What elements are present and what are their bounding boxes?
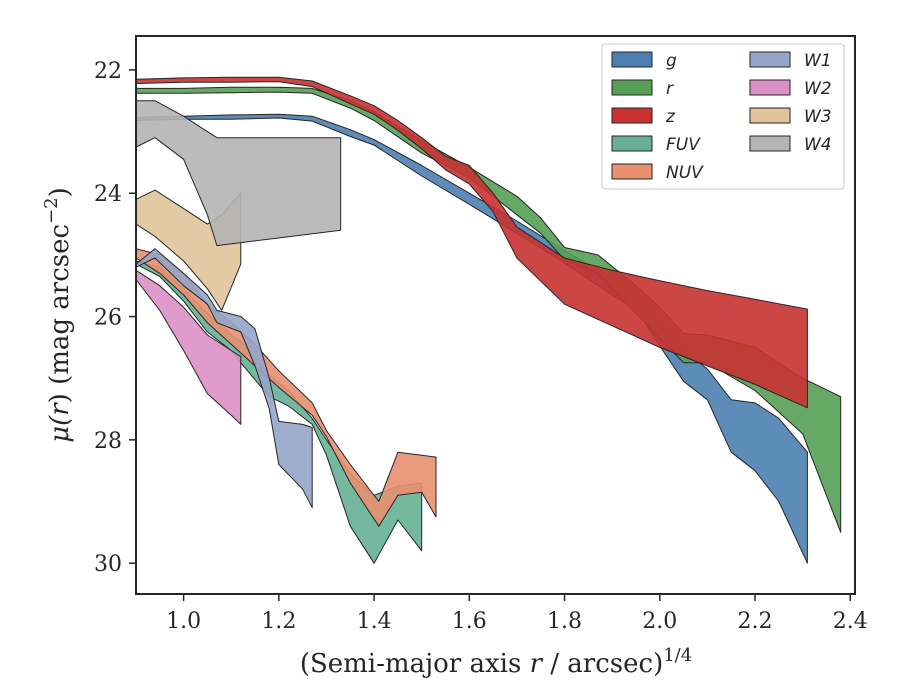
- legend-label-g: g: [666, 51, 677, 71]
- y-tick-label: 22: [94, 59, 122, 84]
- y-axis-ticks: 22 24 26 28 30: [94, 59, 136, 577]
- y-tick-label: 30: [94, 552, 122, 577]
- legend-swatch-w3: [749, 107, 791, 124]
- x-tick-label: 2.4: [833, 609, 868, 634]
- band-w2: [135, 269, 242, 425]
- band-w4: [135, 100, 342, 247]
- legend-swatch-nuv: [611, 163, 653, 180]
- x-axis-label: (Semi-major axis r / arcsec)1/4: [300, 645, 692, 679]
- legend-label-nuv: NUV: [666, 163, 704, 183]
- legend-label-w4: W4: [804, 135, 832, 155]
- legend-swatch-w2: [749, 79, 791, 96]
- legend-label-w3: W3: [804, 107, 832, 127]
- legend-label-fuv: FUV: [666, 135, 701, 155]
- legend: grz FUV NUV W1 W2 W3 W4: [601, 43, 845, 190]
- band-z: [135, 76, 808, 409]
- x-tick-label: 1.8: [547, 609, 582, 634]
- x-tick-label: 2.0: [642, 609, 677, 634]
- band-w1: [135, 248, 313, 509]
- plot-areas: [135, 76, 842, 564]
- y-tick-label: 24: [94, 182, 122, 207]
- legend-label-w2: W2: [804, 79, 832, 99]
- x-tick-label: 1.2: [261, 609, 296, 634]
- x-tick-label: 2.2: [738, 609, 773, 634]
- legend-swatch-z: [611, 107, 653, 124]
- y-axis-label: μ(r) (mag arcsec−2): [41, 187, 75, 443]
- legend-label-w1: W1: [804, 51, 832, 71]
- legend-swatch-r: [611, 79, 653, 96]
- legend-swatch-w4: [749, 135, 791, 152]
- plot-frame: [135, 35, 856, 595]
- y-tick-label: 26: [94, 306, 122, 331]
- y-tick-label: 28: [94, 429, 122, 454]
- legend-label-r: r: [666, 79, 674, 99]
- x-axis-ticks: 1.0 1.2 1.4 1.6 1.8 2.0 2.2 2.4: [166, 594, 868, 634]
- legend-swatch-w1: [749, 51, 791, 68]
- legend-label-z: z: [665, 107, 676, 127]
- x-tick-label: 1.6: [452, 609, 487, 634]
- x-tick-label: 1.4: [357, 609, 392, 634]
- legend-swatch-g: [611, 51, 653, 68]
- x-tick-label: 1.0: [166, 609, 201, 634]
- legend-swatch-fuv: [611, 135, 653, 152]
